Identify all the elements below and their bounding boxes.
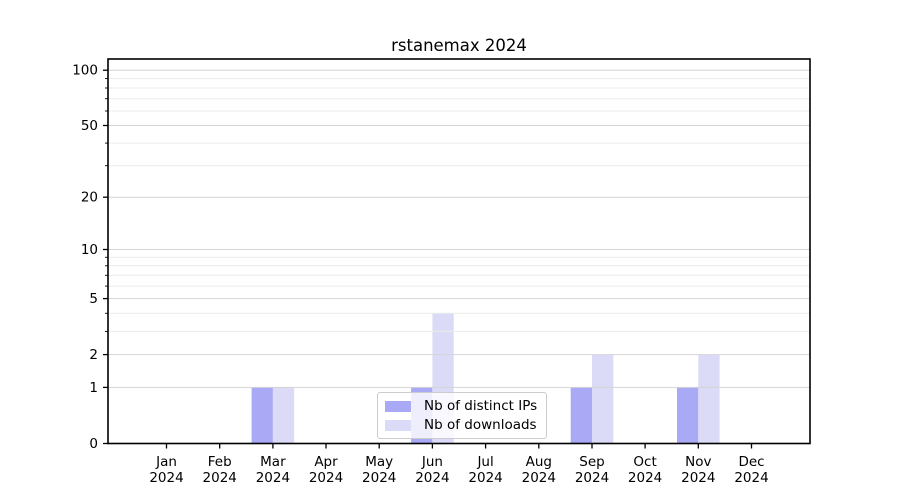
x-tick-label-year-apr: 2024 xyxy=(309,470,343,486)
x-tick-label-month-mar: Mar xyxy=(260,454,286,470)
x-tick-label-year-oct: 2024 xyxy=(628,470,662,486)
legend-item-downloads: Nb of downloads xyxy=(385,416,537,434)
x-tick-label-month-jul: Jul xyxy=(476,454,493,470)
x-tick-label-year-mar: 2024 xyxy=(256,470,290,486)
x-tick-label-month-nov: Nov xyxy=(685,454,711,470)
y-tick-label-50: 50 xyxy=(81,118,98,134)
chart-title: rstanemax 2024 xyxy=(391,36,527,55)
legend-label-distinct-ips: Nb of distinct IPs xyxy=(424,398,538,414)
x-tick-label-year-jun: 2024 xyxy=(415,470,449,486)
y-tick-label-100: 100 xyxy=(72,63,98,79)
y-tick-label-10: 10 xyxy=(81,242,98,258)
x-tick-label-month-jan: Jan xyxy=(155,454,177,470)
y-tick-labels: 0 1 2 5 10 20 50 100 xyxy=(72,63,98,452)
x-tick-label-year-aug: 2024 xyxy=(522,470,556,486)
y-tick-label-2: 2 xyxy=(89,347,98,363)
legend-swatch-downloads xyxy=(385,419,411,431)
x-tick-label-month-oct: Oct xyxy=(633,454,656,470)
bar-mar-downloads xyxy=(272,387,295,444)
x-tick-label-month-apr: Apr xyxy=(314,454,338,470)
x-tick-label-year-dec: 2024 xyxy=(734,470,768,486)
bar-nov-distinct-ips xyxy=(677,387,699,444)
y-tick-label-5: 5 xyxy=(89,291,98,307)
bar-sep-downloads xyxy=(592,354,614,444)
bar-nov-downloads xyxy=(698,354,720,444)
y-tick-label-20: 20 xyxy=(81,190,98,206)
tick-marks xyxy=(103,69,753,449)
legend-swatch-distinct-ips xyxy=(385,400,411,412)
legend: Nb of distinct IPs Nb of downloads xyxy=(377,392,548,439)
x-tick-label-year-sep: 2024 xyxy=(575,470,609,486)
bar-sep-distinct-ips xyxy=(570,387,592,444)
x-tick-label-month-jun: Jun xyxy=(421,454,443,470)
y-tick-label-0: 0 xyxy=(89,436,98,452)
axes-box xyxy=(107,58,811,445)
x-tick-label-year-may: 2024 xyxy=(362,470,396,486)
legend-item-distinct-ips: Nb of distinct IPs xyxy=(385,397,537,415)
x-tick-label-month-feb: Feb xyxy=(208,454,232,470)
x-tick-label-month-may: May xyxy=(365,454,393,470)
x-tick-labels: Jan2024Feb2024Mar2024Apr2024May2024Jun20… xyxy=(149,454,768,486)
x-tick-label-month-sep: Sep xyxy=(579,454,604,470)
x-tick-label-month-dec: Dec xyxy=(738,454,764,470)
x-tick-label-month-aug: Aug xyxy=(526,454,552,470)
x-tick-label-year-jul: 2024 xyxy=(468,470,502,486)
x-tick-label-year-jan: 2024 xyxy=(149,470,183,486)
minor-gridlines xyxy=(108,78,810,332)
y-tick-label-1: 1 xyxy=(89,380,98,396)
x-tick-label-year-nov: 2024 xyxy=(681,470,715,486)
legend-label-downloads: Nb of downloads xyxy=(424,417,537,433)
bar-mar-distinct-ips xyxy=(251,387,273,444)
major-gridlines xyxy=(108,69,810,388)
x-tick-label-year-feb: 2024 xyxy=(203,470,237,486)
